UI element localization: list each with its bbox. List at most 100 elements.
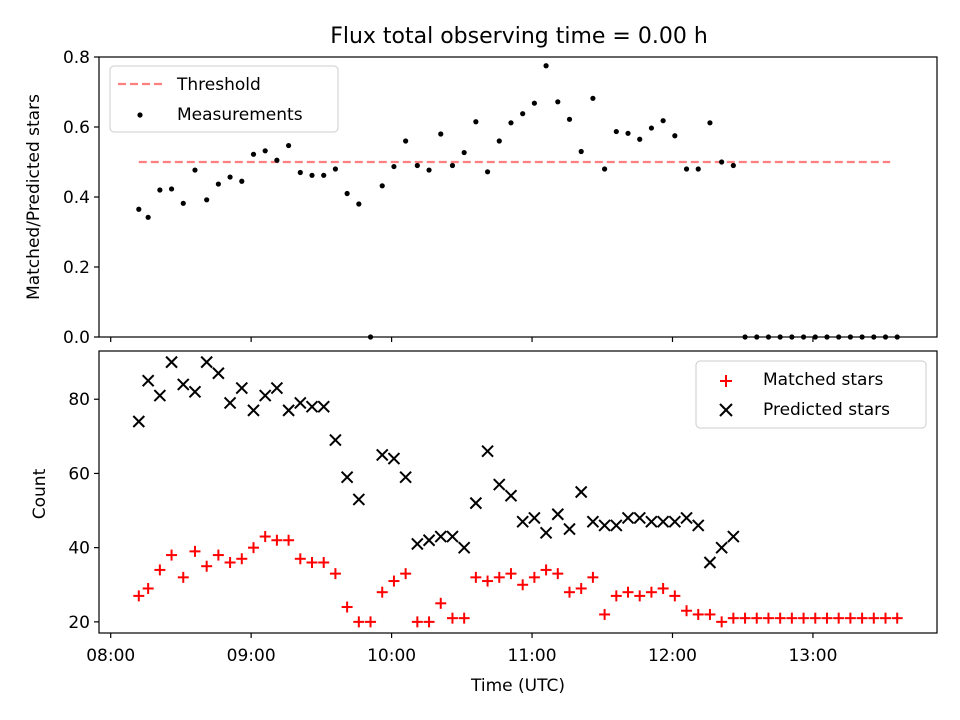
predicted-star-point xyxy=(574,485,588,499)
threshold-legend-label: Threshold xyxy=(176,75,261,95)
measurement-point xyxy=(168,186,175,192)
measurement-point xyxy=(590,95,596,101)
matched-star-point xyxy=(212,549,224,561)
matched-star-point xyxy=(365,616,377,628)
matched-star-point xyxy=(201,560,213,572)
matched-star-point xyxy=(844,612,856,624)
matched-star-point xyxy=(388,575,400,587)
predicted-star-point xyxy=(446,530,459,543)
measurement-point xyxy=(531,100,537,106)
measurement-point xyxy=(625,130,631,136)
matched-star-point xyxy=(166,549,178,561)
predicted-star-point xyxy=(329,433,342,447)
top-y-tick-label: 0.2 xyxy=(63,258,90,278)
predicted-star-point xyxy=(141,374,155,387)
predicted-star-point xyxy=(539,526,553,540)
matched-star-point xyxy=(458,612,470,624)
measurement-point xyxy=(695,166,701,172)
matched-star-point xyxy=(809,612,821,624)
predicted-stars-points xyxy=(132,355,740,569)
matched-star-point xyxy=(329,568,341,580)
measurement-point xyxy=(683,166,690,172)
matched-star-point xyxy=(798,612,810,624)
matched-star-point xyxy=(681,605,693,617)
measurement-point xyxy=(660,118,666,124)
predicted-star-point xyxy=(282,404,295,417)
predicted-star-point xyxy=(586,515,600,528)
matched-star-point xyxy=(517,579,529,591)
matched-star-point xyxy=(400,568,412,580)
predicted-star-point xyxy=(504,489,518,502)
measurement-point xyxy=(461,149,467,156)
predicted-star-point xyxy=(715,541,728,554)
measurement-point xyxy=(309,172,315,178)
x-tick-label: 12:00 xyxy=(648,646,697,666)
predicted-star-point xyxy=(399,470,412,484)
predicted-star-point xyxy=(621,511,635,525)
matched-star-point xyxy=(353,616,365,628)
predicted-star-point xyxy=(563,522,576,536)
x-tick-label: 10:00 xyxy=(367,646,416,666)
measurement-point xyxy=(578,148,584,155)
matched-star-point xyxy=(177,571,189,583)
measurement-point xyxy=(344,190,350,197)
measurement-point xyxy=(403,138,409,144)
predicted-star-point xyxy=(352,493,366,506)
measurement-point xyxy=(707,120,713,126)
x-tick-label: 08:00 xyxy=(86,646,135,666)
measurement-point xyxy=(730,162,736,169)
matched-star-point xyxy=(634,590,646,602)
measurement-point xyxy=(286,142,292,149)
predicted-star-point xyxy=(610,519,623,532)
matched-star-point xyxy=(739,612,751,624)
measurement-point xyxy=(426,167,432,173)
measurement-point xyxy=(297,169,303,176)
predicted-star-point xyxy=(223,396,237,410)
predicted-star-point xyxy=(422,534,436,547)
predicted-star-point xyxy=(270,381,284,395)
predicted-star-point xyxy=(528,511,541,525)
x-axis-label: Time (UTC) xyxy=(470,676,565,696)
measurement-point xyxy=(274,157,280,163)
measurement-point xyxy=(613,128,619,135)
matched-star-point xyxy=(833,612,845,624)
measurement-point xyxy=(414,162,420,169)
predicted-star-point xyxy=(153,389,167,402)
matched-star-point xyxy=(247,542,259,554)
measurement-point xyxy=(145,214,151,220)
chart-title: Flux total observing time = 0.00 h xyxy=(330,24,708,49)
predicted-star-point xyxy=(680,511,693,525)
predicted-star-point xyxy=(727,530,740,543)
measurements-legend-label: Measurements xyxy=(177,105,303,125)
measurement-point xyxy=(484,169,491,175)
matched-legend-label: Matched stars xyxy=(763,370,883,390)
predicted-star-point xyxy=(294,396,307,410)
predicted-star-point xyxy=(387,452,401,465)
predicted-star-point xyxy=(235,381,248,395)
predicted-star-point xyxy=(469,496,483,510)
top-y-tick-label: 0.6 xyxy=(63,118,90,138)
top-plot-frame xyxy=(98,56,938,338)
matched-star-point xyxy=(622,586,634,598)
matched-star-point xyxy=(599,608,611,620)
measurement-point xyxy=(449,162,456,169)
measurement-point xyxy=(136,206,142,212)
bottom-y-tick-label: 40 xyxy=(68,539,90,559)
predicted-star-point xyxy=(516,515,529,528)
predicted-legend-label: Predicted stars xyxy=(763,400,890,420)
bottom-y-tick-label: 20 xyxy=(68,613,90,633)
matched-star-point xyxy=(762,612,774,624)
matched-star-point xyxy=(271,534,283,546)
matched-star-point xyxy=(133,590,145,602)
predicted-star-point xyxy=(598,519,611,532)
predicted-star-point xyxy=(317,400,330,413)
matched-star-point xyxy=(891,612,903,624)
measurement-points xyxy=(136,63,900,340)
matched-star-point xyxy=(552,568,564,580)
predicted-star-point xyxy=(645,515,658,528)
measurement-point xyxy=(262,148,268,154)
predicted-star-point xyxy=(258,389,272,402)
matched-star-point xyxy=(505,568,517,580)
measurement-point xyxy=(602,166,608,172)
measurement-point xyxy=(239,178,245,184)
